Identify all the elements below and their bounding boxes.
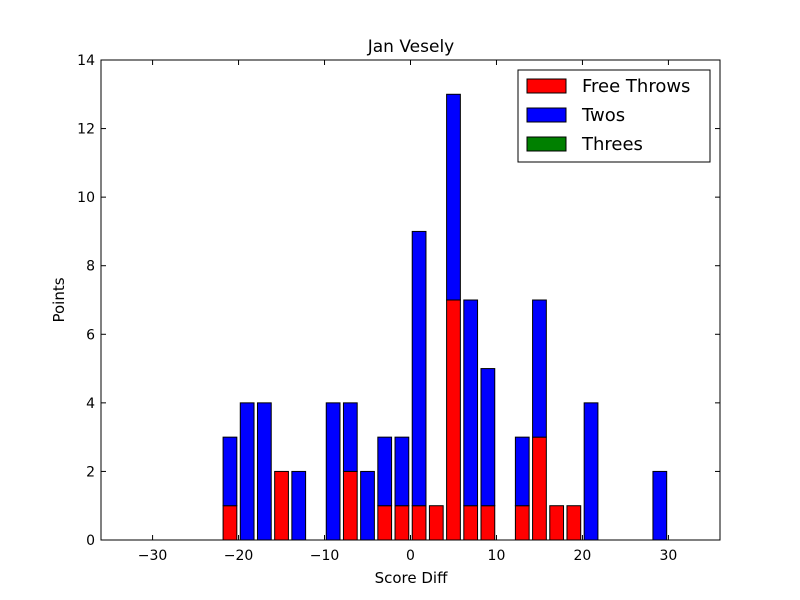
x-tick-label: −30: [138, 548, 168, 564]
y-tick-label: 12: [77, 122, 95, 138]
bar-twos: [532, 299, 547, 438]
legend-swatch-threes: [526, 136, 567, 152]
chart-title: Jan Vesely: [367, 37, 454, 57]
bar-twos: [583, 402, 599, 541]
bar-twos: [222, 436, 238, 507]
bar-free-throws: [446, 299, 461, 541]
bar-twos: [377, 436, 393, 507]
bar-twos: [360, 470, 375, 541]
y-tick-label: 0: [86, 533, 95, 549]
y-axis-label: Points: [50, 277, 68, 322]
bar-twos: [652, 470, 668, 541]
bar-free-throws: [532, 436, 547, 541]
x-tick-label: 20: [574, 548, 592, 564]
bar-twos: [446, 93, 461, 301]
bar-free-throws: [222, 505, 238, 541]
x-tick-label: 10: [488, 548, 506, 564]
bar-twos: [480, 368, 496, 507]
bar-twos: [514, 436, 530, 507]
legend-swatch-twos: [526, 107, 567, 123]
legend: Free Throws Twos Threes: [517, 69, 711, 163]
bar-twos: [394, 436, 410, 507]
bar-free-throws: [549, 505, 565, 541]
bar-free-throws: [428, 505, 444, 541]
y-tick-label: 10: [77, 190, 95, 206]
bar-free-throws: [394, 505, 410, 541]
x-tick-label: 0: [406, 548, 415, 564]
y-tick-label: 4: [86, 396, 95, 412]
bar-twos: [256, 402, 272, 541]
bar-free-throws: [566, 505, 582, 541]
legend-swatch-free-throws: [526, 78, 567, 94]
bar-free-throws: [463, 505, 479, 541]
x-tick-label: 30: [660, 548, 678, 564]
bar-free-throws: [377, 505, 393, 541]
bar-twos: [239, 402, 255, 541]
legend-label-free-throws: Free Throws: [582, 76, 690, 97]
x-ticks: −30 −20 −10 0 10 20 30: [138, 60, 678, 564]
y-tick-label: 14: [77, 53, 95, 69]
y-tick-label: 2: [86, 464, 95, 480]
x-axis-label: Score Diff: [375, 569, 448, 587]
bar-twos: [291, 470, 307, 541]
bar-free-throws: [411, 505, 427, 541]
x-tick-label: −20: [224, 548, 254, 564]
bar-free-throws: [342, 470, 358, 541]
legend-label-threes: Threes: [581, 134, 643, 155]
y-ticks: 0 2 4 6 8 10 12 14: [77, 53, 720, 549]
legend-label-twos: Twos: [581, 105, 625, 126]
bar-free-throws: [514, 505, 530, 541]
bar-free-throws: [480, 505, 496, 541]
bar-twos: [342, 402, 358, 472]
y-tick-label: 8: [86, 259, 95, 275]
bars-group: [222, 93, 668, 541]
bar-twos: [411, 230, 427, 507]
y-tick-label: 6: [86, 327, 95, 343]
bar-twos: [325, 402, 341, 541]
bar-twos: [463, 299, 479, 507]
bar-free-throws: [274, 470, 289, 541]
x-tick-label: −10: [310, 548, 340, 564]
